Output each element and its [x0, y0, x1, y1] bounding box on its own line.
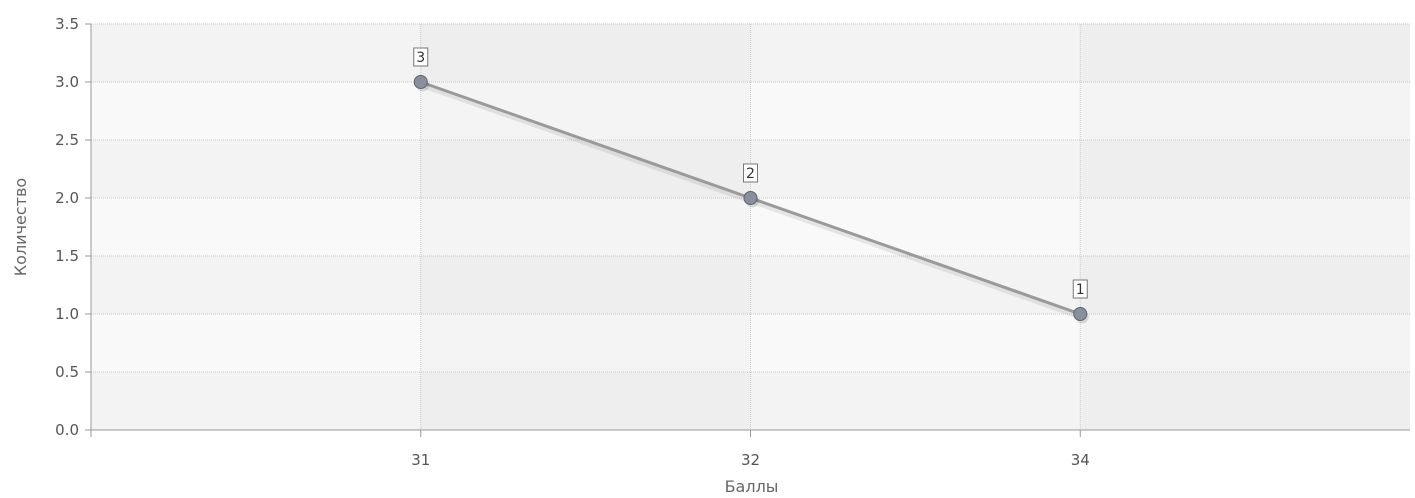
y-tick-label: 1.0	[55, 305, 79, 323]
y-tick-label: 3.0	[55, 73, 79, 91]
data-labels: 3 2 1	[413, 47, 1088, 299]
x-tick-label: 32	[741, 451, 760, 469]
data-point[interactable]	[1073, 307, 1088, 321]
data-label-box	[743, 163, 758, 183]
grid-lines	[91, 23, 1410, 431]
data-point[interactable]	[413, 75, 428, 89]
plot-column-band	[1080, 24, 1410, 430]
x-axis-title: Баллы	[725, 477, 779, 496]
y-tick-label: 2.5	[55, 131, 79, 149]
y-tick-label: 2.0	[55, 189, 79, 207]
y-tick-label: 0.0	[55, 421, 79, 439]
data-label: 1	[1076, 282, 1085, 298]
data-label: 2	[746, 166, 755, 182]
x-axis-ticks: 31 32 34	[411, 430, 1090, 469]
data-label-box	[413, 47, 429, 67]
series	[413, 75, 1089, 324]
plot-column-band	[421, 24, 751, 430]
data-point[interactable]	[743, 191, 758, 205]
y-axis-ticks: 0.0 0.5 1.0 1.5 2.0 2.5 3.0 3.5	[55, 15, 91, 439]
y-tick-label: 3.5	[55, 15, 79, 33]
data-label-box	[1072, 279, 1088, 299]
y-tick-label: 1.5	[55, 247, 79, 265]
y-tick-label: 0.5	[55, 363, 79, 381]
y-axis-title: Количество	[11, 178, 30, 276]
x-tick-label: 34	[1071, 451, 1090, 469]
data-label: 3	[416, 50, 425, 66]
x-tick-label: 31	[411, 451, 430, 469]
